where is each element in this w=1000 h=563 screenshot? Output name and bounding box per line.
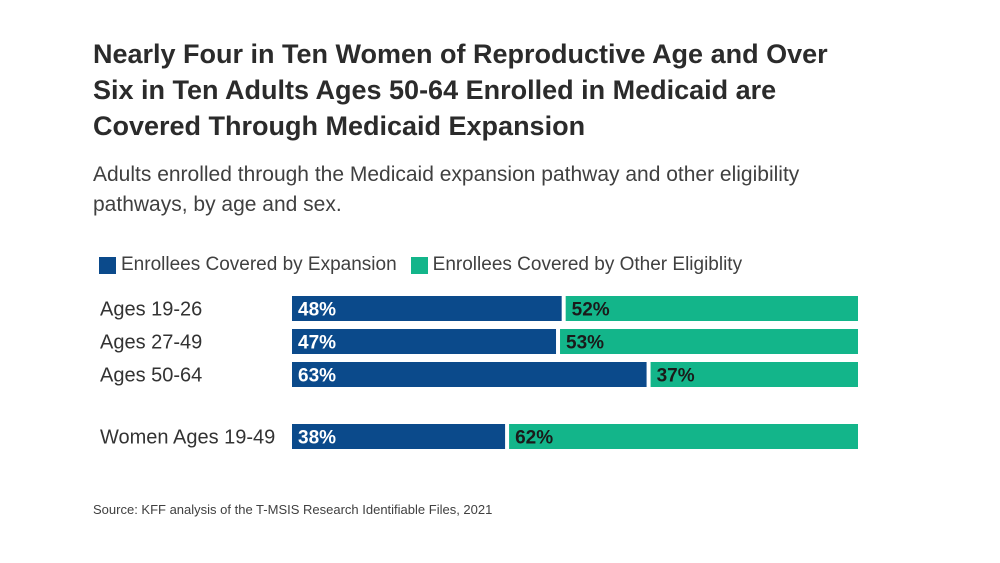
data-label-expansion: 48% — [298, 300, 336, 321]
chart-subtitle: Adults enrolled through the Medicaid exp… — [93, 163, 800, 216]
data-label-expansion: 47% — [298, 333, 336, 354]
source-note: Source: KFF analysis of the T-MSIS Resea… — [93, 502, 493, 517]
legend-label-other: Enrollees Covered by Other Eligiblity — [432, 254, 743, 275]
data-label-expansion: 38% — [298, 428, 336, 449]
bar-other — [560, 329, 858, 354]
bar-expansion — [292, 329, 557, 354]
legend: Enrollees Covered by Expansion Enrollees… — [99, 252, 742, 278]
data-label-other: 53% — [566, 333, 604, 354]
bar-expansion — [292, 424, 506, 449]
data-label-other: 62% — [515, 428, 553, 449]
category-label: Ages 27-49 — [100, 332, 202, 354]
chart-title: Nearly Four in Ten Women of Reproductive… — [93, 39, 828, 141]
bar-other — [650, 362, 858, 387]
category-label: Ages 19-26 — [100, 299, 202, 321]
legend-swatch-expansion — [99, 256, 116, 274]
legend-item-expansion: Enrollees Covered by Expansion — [99, 254, 397, 276]
bar-other — [565, 296, 858, 321]
legend-item-other: Enrollees Covered by Other Eligiblity — [410, 254, 743, 276]
legend-swatch-other — [410, 256, 428, 274]
category-label: Women Ages 19-49 — [100, 427, 275, 449]
data-label-expansion: 63% — [298, 366, 336, 387]
category-label: Ages 50-64 — [100, 365, 202, 387]
legend-label-expansion: Enrollees Covered by Expansion — [121, 254, 397, 275]
bar-expansion — [292, 362, 647, 387]
bar-expansion — [292, 296, 562, 321]
data-label-other: 52% — [572, 300, 610, 321]
data-label-other: 37% — [657, 366, 695, 387]
bar-other — [509, 424, 858, 449]
